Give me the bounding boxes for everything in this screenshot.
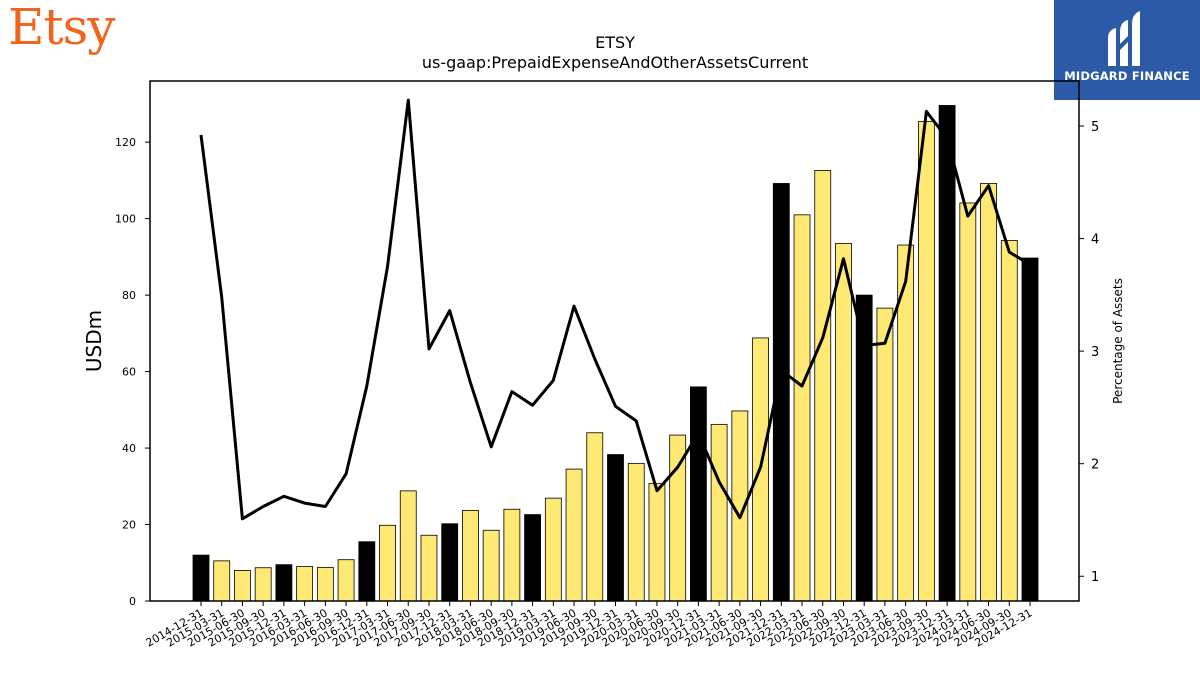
bar-2023-09-30 — [917, 121, 935, 602]
y-right-tick-label: 3 — [1091, 345, 1099, 360]
y-tick-label: 20 — [122, 519, 136, 532]
bar-2018-06-30 — [482, 529, 500, 602]
y-right-tick-label: 2 — [1091, 458, 1099, 473]
y-axis-right: 1 2 3 4 5 — [1079, 120, 1099, 585]
chart-title: ETSY — [595, 33, 635, 52]
bar-2018-09-30 — [503, 508, 521, 602]
bar-2019-03-31 — [544, 497, 562, 602]
y-axis-label-left: USDm — [82, 310, 106, 372]
chart-subtitle: us-gaap:PrepaidExpenseAndOtherAssetsCurr… — [422, 53, 808, 72]
bar-2015-12-31 — [275, 564, 293, 602]
bar-2015-03-31 — [213, 560, 231, 602]
bar-2022-06-30 — [814, 170, 832, 602]
bar-2017-03-31 — [379, 524, 396, 602]
bar-2022-03-31 — [793, 214, 811, 602]
bar-2017-09-30 — [420, 534, 438, 602]
bar-2020-12-31 — [690, 386, 707, 602]
bar-2024-09-30 — [1000, 240, 1018, 602]
bar-2015-09-30 — [254, 567, 272, 602]
bar-2021-03-31 — [710, 423, 728, 602]
bar-2018-12-31 — [524, 514, 541, 602]
y-axis-label-right: Percentage of Assets — [1111, 278, 1125, 404]
bar-2018-03-31 — [462, 509, 479, 602]
y-tick-label: 60 — [122, 366, 136, 379]
y-right-tick-label: 1 — [1091, 570, 1099, 585]
y-axis-left: 0 20 40 60 80 100 120 — [115, 136, 150, 608]
midgard-mark-icon — [1108, 11, 1140, 66]
bar-2023-03-31 — [876, 307, 894, 602]
bar-2014-12-31 — [192, 554, 210, 602]
bar-2020-03-31 — [627, 462, 645, 602]
bar-2019-06-30 — [565, 468, 583, 602]
y-tick-label: 120 — [115, 136, 136, 149]
bar-2015-06-30 — [234, 570, 251, 602]
etsy-logo: Etsy — [8, 0, 115, 56]
bar-2016-03-31 — [296, 566, 314, 602]
bar-2024-06-30 — [980, 183, 997, 602]
y-tick-label: 0 — [129, 595, 136, 608]
midgard-finance-logo: MIDGARD FINANCE — [1054, 0, 1200, 100]
bar-2017-06-30 — [399, 490, 417, 602]
bar-2017-12-31 — [441, 523, 459, 602]
y-right-tick-label: 5 — [1091, 120, 1099, 135]
bar-2019-12-31 — [607, 454, 624, 602]
bar-2016-06-30 — [316, 566, 334, 602]
plot-frame — [149, 80, 1080, 602]
bar-2020-06-30 — [648, 483, 666, 602]
bar-2019-09-30 — [586, 432, 604, 602]
y-tick-label: 80 — [122, 289, 136, 302]
x-axis: 2014-12-312015-03-312015-06-302015-09-30… — [144, 601, 1035, 650]
bars — [192, 105, 1039, 602]
bar-2016-09-30 — [337, 559, 355, 602]
bar-2023-12-31 — [938, 105, 956, 602]
bar-2022-09-30 — [835, 243, 852, 602]
y-right-tick-label: 4 — [1091, 233, 1099, 248]
midgard-finance-label: MIDGARD FINANCE — [1064, 69, 1190, 83]
y-tick-label: 100 — [115, 213, 136, 226]
bar-2024-03-31 — [959, 202, 977, 602]
bar-2016-12-31 — [358, 541, 376, 602]
bar-2024-12-31 — [1021, 257, 1039, 602]
y-tick-label: 40 — [122, 442, 136, 455]
percentage-line — [199, 98, 1031, 521]
